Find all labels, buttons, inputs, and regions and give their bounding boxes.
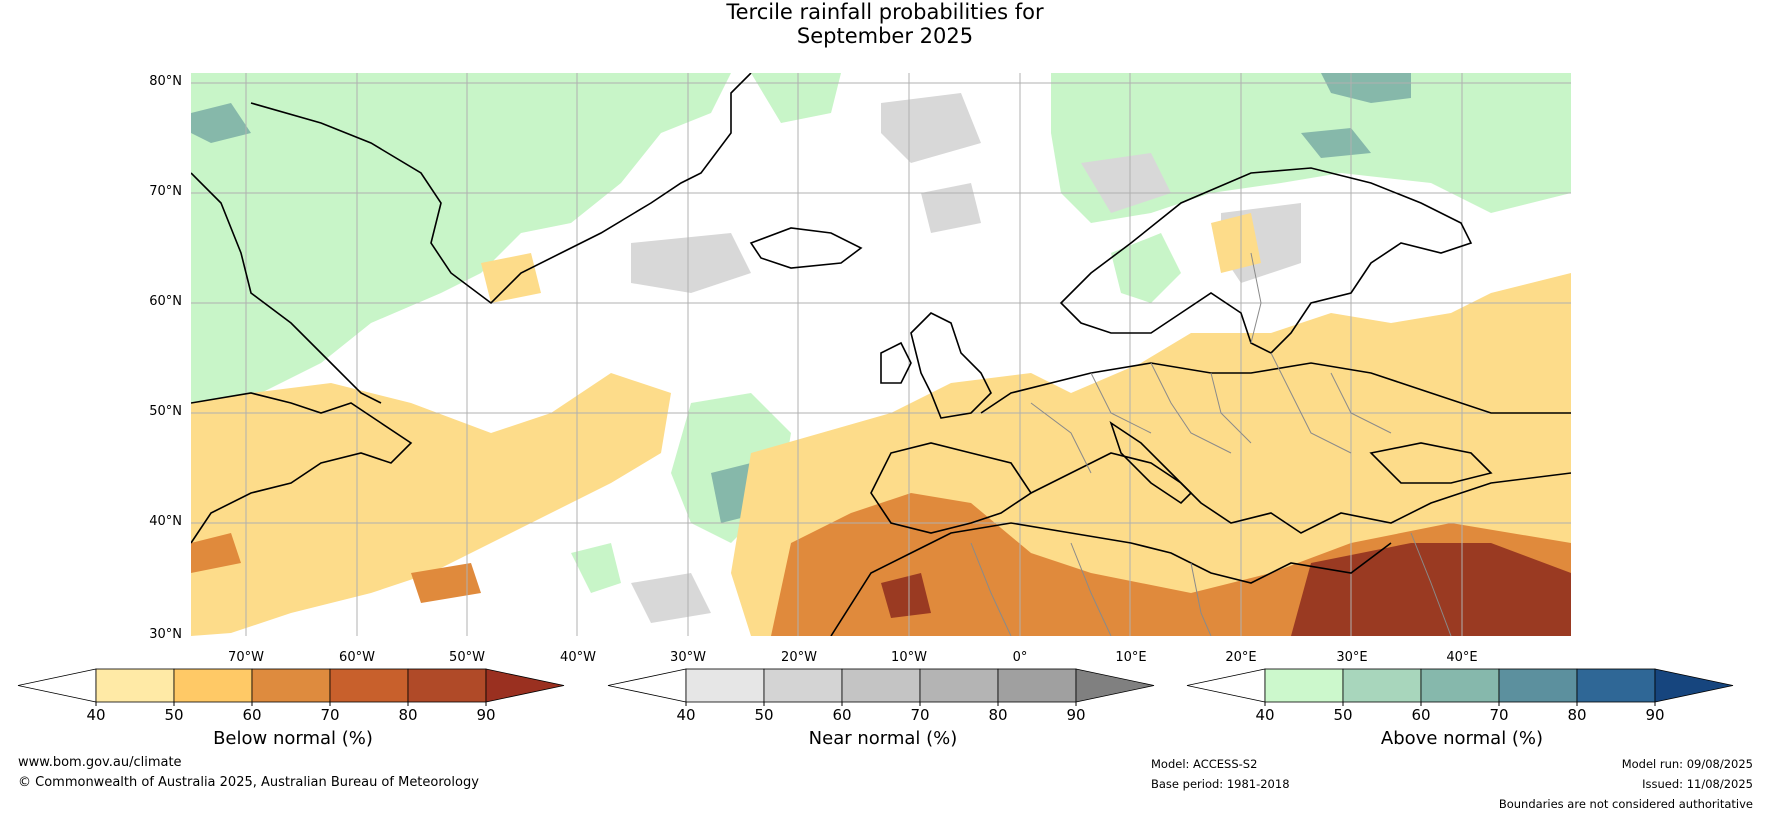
britain-coast xyxy=(910,312,992,419)
colorbar-near-tick-label: 60 xyxy=(832,706,851,724)
colorbar-above-segment xyxy=(1576,668,1656,703)
lon-label-60w: 60°W xyxy=(339,650,375,665)
italy-coast xyxy=(1109,421,1193,505)
lon-label-10e: 10°E xyxy=(1115,650,1147,665)
map-canvas xyxy=(190,72,1572,637)
colorbar-near-segment xyxy=(919,668,999,703)
colorbar-above-tick-label: 80 xyxy=(1567,706,1586,724)
colorbar-near-segment xyxy=(997,668,1077,703)
iberia-coast xyxy=(870,442,1033,534)
lat-label-60n: 60°N xyxy=(149,294,182,309)
coastlines xyxy=(190,72,1572,637)
colorbar-below-normal: 40 50 60 70 80 90 xyxy=(17,666,568,726)
colorbar-above-segment xyxy=(1498,668,1578,703)
colorbar-near-tick-label: 50 xyxy=(754,706,773,724)
scandinavia-coast xyxy=(1059,167,1473,354)
lon-label-30w: 30°W xyxy=(670,650,706,665)
lon-label-30e: 30°E xyxy=(1336,650,1368,665)
europe-coast xyxy=(980,362,1571,414)
colorbar-below-min-extension xyxy=(17,668,97,703)
lat-label-70n: 70°N xyxy=(149,184,182,199)
footer-issued: Issued: 11/08/2025 xyxy=(1642,777,1753,791)
footer-copyright: © Commonwealth of Australia 2025, Austra… xyxy=(18,775,479,790)
colorbar-below-segment xyxy=(173,668,253,703)
colorbar-near-max-extension xyxy=(1075,668,1155,703)
lon-label-50w: 50°W xyxy=(449,650,485,665)
colorbar-below-tick-label: 60 xyxy=(242,706,261,724)
colorbar-below-tick-label: 50 xyxy=(164,706,183,724)
lat-label-80n: 80°N xyxy=(149,74,182,89)
colorbar-above-tick-label: 50 xyxy=(1333,706,1352,724)
colorbar-near-tick-label: 80 xyxy=(988,706,1007,724)
iceland-coast xyxy=(749,227,863,269)
colorbar-below-segment xyxy=(329,668,409,703)
labrador-coast xyxy=(190,392,413,544)
baffin-coast xyxy=(190,172,382,404)
map-title: Tercile rainfall probabilities for Septe… xyxy=(0,0,1770,48)
lat-label-50n: 50°N xyxy=(149,404,182,419)
lon-label-20e: 20°E xyxy=(1225,650,1257,665)
colorbar-above-segment xyxy=(1420,668,1500,703)
lat-label-40n: 40°N xyxy=(149,514,182,529)
colorbar-above-min-extension xyxy=(1186,668,1266,703)
colorbar-above-segment xyxy=(1264,668,1344,703)
lon-label-70w: 70°W xyxy=(228,650,264,665)
country-borders xyxy=(970,252,1452,637)
footer-disclaimer: Boundaries are not considered authoritat… xyxy=(1498,797,1753,811)
map-title-line2: September 2025 xyxy=(796,24,974,48)
footer-model: Model: ACCESS-S2 xyxy=(1151,757,1258,771)
colorbar-below-segment xyxy=(251,668,331,703)
colorbar-below-max-extension xyxy=(485,668,565,703)
colorbar-below-segment xyxy=(95,668,175,703)
footer-website: www.bom.gov.au/climate xyxy=(18,755,182,770)
colorbar-near-tick-label: 40 xyxy=(676,706,695,724)
colorbar-above-segment xyxy=(1342,668,1422,703)
rainfall-probability-map xyxy=(190,72,1572,637)
colorbar-above-normal-label: Above normal (%) xyxy=(1380,728,1544,749)
colorbar-near-tick-label: 70 xyxy=(910,706,929,724)
lon-label-10w: 10°W xyxy=(891,650,927,665)
lon-label-40w: 40°W xyxy=(560,650,596,665)
map-title-line1: Tercile rainfall probabilities for xyxy=(726,0,1044,24)
colorbar-above-normal: 40 50 60 70 80 90 xyxy=(1186,666,1737,726)
colorbar-near-segment xyxy=(685,668,765,703)
lon-label-40e: 40°E xyxy=(1446,650,1478,665)
colorbar-above-tick-label: 90 xyxy=(1645,706,1664,724)
lat-label-30n: 30°N xyxy=(149,627,182,642)
footer-base-period: Base period: 1981-2018 xyxy=(1151,777,1290,791)
lon-label-0: 0° xyxy=(1012,650,1028,665)
colorbar-above-max-extension xyxy=(1654,668,1734,703)
colorbar-below-segment xyxy=(407,668,487,703)
greenland-coast xyxy=(250,72,752,305)
colorbar-above-tick-label: 70 xyxy=(1489,706,1508,724)
colorbar-below-tick-label: 70 xyxy=(320,706,339,724)
colorbar-below-tick-label: 80 xyxy=(398,706,417,724)
lon-label-20w: 20°W xyxy=(781,650,817,665)
colorbar-near-min-extension xyxy=(607,668,687,703)
colorbar-above-tick-label: 60 xyxy=(1411,706,1430,724)
colorbar-near-normal-label: Near normal (%) xyxy=(808,728,958,749)
colorbar-near-segment xyxy=(841,668,921,703)
colorbar-near-normal: 40 50 60 70 80 90 xyxy=(607,666,1158,726)
colorbar-below-tick-label: 90 xyxy=(476,706,495,724)
colorbar-below-normal-label: Below normal (%) xyxy=(213,728,373,749)
ireland-coast xyxy=(880,341,912,384)
colorbar-near-tick-label: 90 xyxy=(1066,706,1085,724)
footer-model-run: Model run: 09/08/2025 xyxy=(1621,757,1753,771)
africa-coast xyxy=(830,522,1392,637)
mediterranean-coast xyxy=(1030,452,1572,534)
colorbar-above-tick-label: 40 xyxy=(1255,706,1274,724)
colorbar-near-segment xyxy=(763,668,843,703)
colorbar-below-tick-label: 40 xyxy=(86,706,105,724)
black-sea-coast xyxy=(1369,442,1493,484)
